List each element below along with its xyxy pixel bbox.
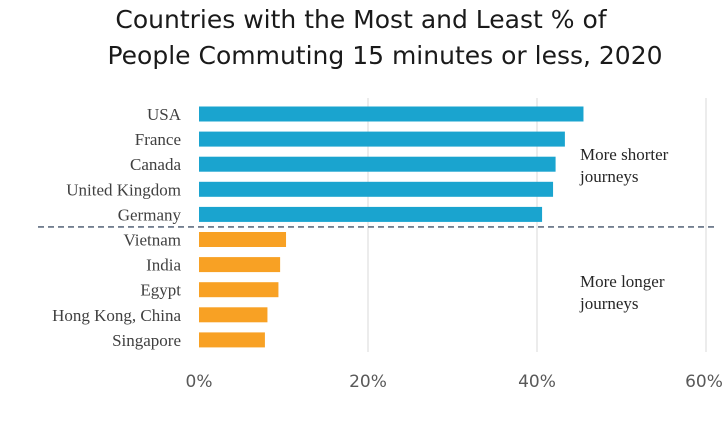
bar-1	[199, 131, 565, 147]
bar-5	[199, 232, 287, 247]
category-label-7: Egypt	[140, 281, 181, 300]
bar-9	[199, 332, 265, 348]
category-label-6: India	[146, 256, 181, 275]
bar-8	[199, 307, 268, 323]
category-label-0: USA	[147, 105, 182, 124]
category-label-1: France	[135, 130, 181, 149]
annotation-bottom-line-1: journeys	[579, 294, 639, 313]
chart-title: Countries with the Most and Least % of P…	[107, 5, 662, 70]
bar-6	[199, 257, 281, 273]
x-tick-label-2: 40%	[518, 372, 556, 392]
category-label-4: Germany	[118, 205, 182, 224]
bar-4	[199, 206, 543, 222]
category-labels: USA France Canada United Kingdom Germany Viet…	[52, 105, 182, 350]
chart-title-line-2: People Commuting 15 minutes or less, 202…	[107, 41, 662, 70]
annotations: More shorter journeys More longer journeys	[579, 145, 669, 313]
annotation-top-line-0: More shorter	[580, 145, 669, 164]
bars	[199, 106, 584, 348]
category-label-2: Canada	[130, 155, 181, 174]
category-label-5: Vietnam	[123, 231, 181, 250]
annotation-top-line-1: journeys	[579, 167, 639, 186]
bar-2	[199, 156, 556, 172]
category-label-8: Hong Kong, China	[52, 306, 181, 325]
category-label-3: United Kingdom	[66, 180, 181, 199]
x-tick-label-0: 0%	[186, 372, 213, 392]
x-tick-label-1: 20%	[349, 372, 387, 392]
x-tick-label-3: 60%	[685, 372, 723, 392]
x-axis-tick-labels: 0% 20% 40% 60%	[186, 372, 723, 392]
bar-0	[199, 106, 584, 122]
annotation-bottom-line-0: More longer	[580, 272, 665, 291]
chart-title-line-1: Countries with the Most and Least % of	[115, 5, 607, 34]
bar-3	[199, 181, 554, 197]
bar-7	[199, 282, 279, 298]
category-label-9: Singapore	[112, 331, 181, 350]
